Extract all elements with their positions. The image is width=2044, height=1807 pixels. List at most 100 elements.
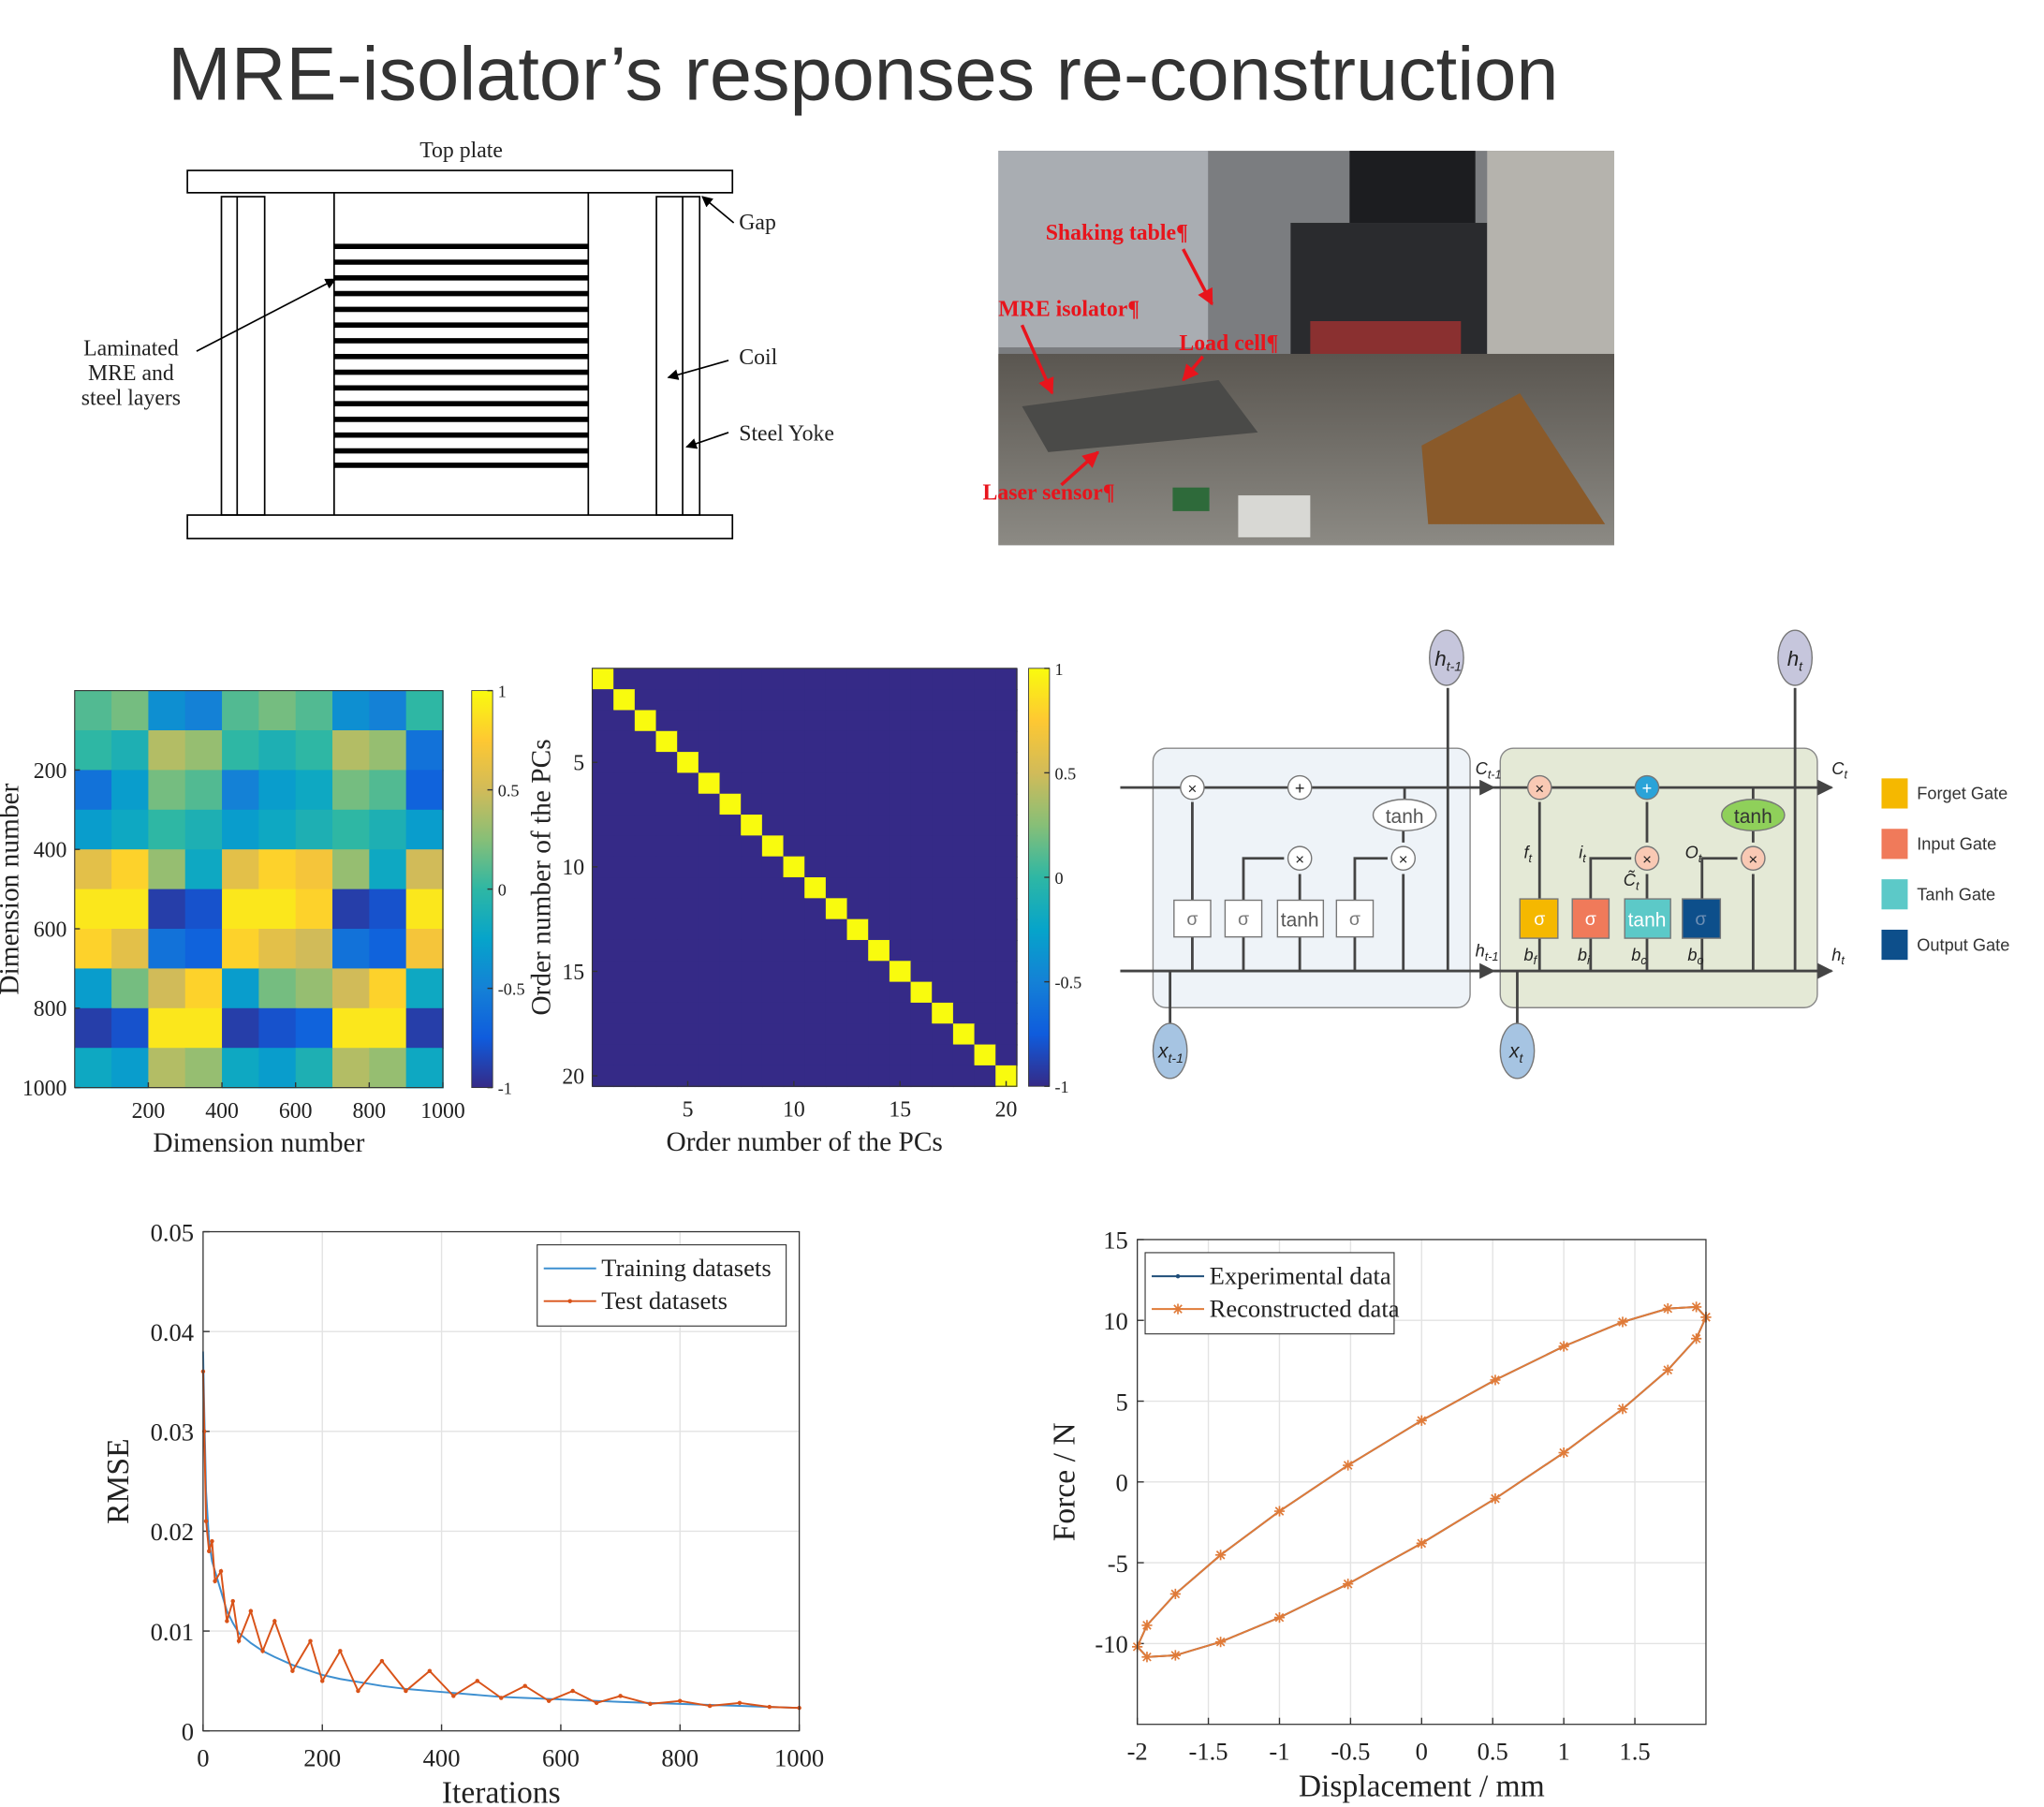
heat-cell (592, 918, 615, 941)
heat-cell (634, 1023, 657, 1046)
heat-cell (846, 815, 870, 837)
photo-label: Shaking table¶ (1046, 221, 1188, 245)
data-point (225, 1619, 229, 1623)
heat-cell (910, 730, 934, 753)
heat-cell (74, 968, 112, 1009)
heat-cell (369, 1007, 407, 1050)
data-point (356, 1688, 360, 1694)
y-axis-label: Order number of the PCs (527, 739, 557, 1015)
heat-cell (952, 1065, 976, 1088)
colorbar-label: 0.5 (1054, 764, 1076, 783)
heat-cell (698, 981, 721, 1004)
heat-cell (910, 1002, 934, 1025)
right-yoke (655, 196, 701, 516)
heat-cell (719, 835, 743, 858)
heat-cell (889, 689, 912, 712)
colorbar-label: 0 (498, 881, 507, 900)
layers-label: MRE and (88, 361, 174, 386)
heat-cell (974, 710, 997, 732)
heat-cell (783, 1002, 806, 1025)
charts: 200 400 600 800 1000200400600800100010.50-0.… (0, 660, 1712, 1807)
heat-cell (868, 898, 890, 920)
heat-cell (846, 689, 870, 712)
heat-cell (741, 898, 763, 920)
heat-cell (405, 690, 444, 731)
heat-cell (295, 1048, 333, 1089)
heat-cell (655, 793, 679, 815)
heat-cell (741, 1002, 763, 1025)
heat-cell (405, 929, 444, 970)
heat-cell (825, 981, 848, 1004)
heat-cell (592, 1065, 615, 1088)
heat-cell (741, 961, 763, 983)
heat-cell (889, 918, 912, 941)
heat-cell (634, 1044, 657, 1066)
heat-cell (889, 939, 912, 962)
x-tick-label: 600 (279, 1099, 313, 1124)
heat-cell (804, 793, 827, 815)
heat-cell (258, 889, 297, 930)
heat-cell (655, 877, 679, 900)
heat-cell (592, 961, 615, 983)
heat-cell (613, 981, 636, 1004)
heat-cell (741, 1023, 763, 1046)
heat-cell (910, 918, 934, 941)
heat-cell (222, 889, 260, 930)
heat-cell (783, 710, 806, 732)
x-tick-label: -0.5 (1331, 1737, 1370, 1765)
heat-cell (592, 689, 615, 712)
heat-cell (825, 689, 848, 712)
y-tick-label: 15 (1103, 1227, 1128, 1255)
heat-cell (613, 689, 636, 712)
heat-cell (698, 898, 721, 920)
heat-cell (258, 968, 297, 1009)
data-point (1617, 1316, 1628, 1328)
heat-cell (804, 815, 827, 837)
chart: 200 400 600 800 1000 200 400 600 800 1000 1 0.5 0 -0.… (0, 683, 525, 1159)
heat-cell (846, 856, 870, 878)
y-tick-label: -5 (1108, 1550, 1128, 1578)
heat-cell (825, 1023, 848, 1046)
heat-cell (952, 752, 976, 774)
heat-cell (332, 770, 371, 811)
data-point (1617, 1403, 1628, 1415)
data-point (1343, 1579, 1354, 1590)
colorbar-label: 1 (498, 683, 507, 701)
heat-cell (995, 793, 1018, 815)
legend-label: Training datasets (601, 1254, 771, 1282)
heat-cell (655, 961, 679, 983)
data-point (1273, 1612, 1286, 1623)
heat-cell (868, 1002, 890, 1025)
heat-cell (995, 877, 1018, 900)
heat-cell (677, 877, 699, 900)
heat-cell (761, 793, 785, 815)
heat-cell (111, 690, 150, 731)
y-tick-label: 5 (573, 752, 584, 776)
heat-cell (804, 981, 827, 1004)
heat-cell (952, 898, 976, 920)
bias-label: bf (1523, 946, 1537, 967)
heat-cell (868, 752, 890, 774)
heat-cell (148, 849, 186, 890)
heat-cell (74, 690, 112, 731)
heat-cell (332, 730, 371, 771)
colorbar-label: 1 (1054, 660, 1063, 679)
heat-cell (889, 856, 912, 878)
heat-cell (995, 668, 1018, 690)
heat-cell (761, 856, 785, 878)
gate-symbol: tanh (1386, 806, 1424, 828)
heat-cell (677, 856, 699, 878)
heat-cell (295, 770, 333, 811)
heat-cell (295, 1007, 333, 1050)
data-point (308, 1638, 313, 1643)
heat-cell (592, 1044, 615, 1066)
data-point (213, 1579, 217, 1583)
heat-cell (910, 710, 934, 732)
heat-cell (974, 898, 997, 920)
heat-cell (783, 752, 806, 774)
heat-cell (910, 772, 934, 795)
heat-cell (846, 730, 870, 753)
heat-cell (369, 1048, 407, 1089)
heat-cell (974, 1065, 997, 1088)
heat-cell (910, 961, 934, 983)
